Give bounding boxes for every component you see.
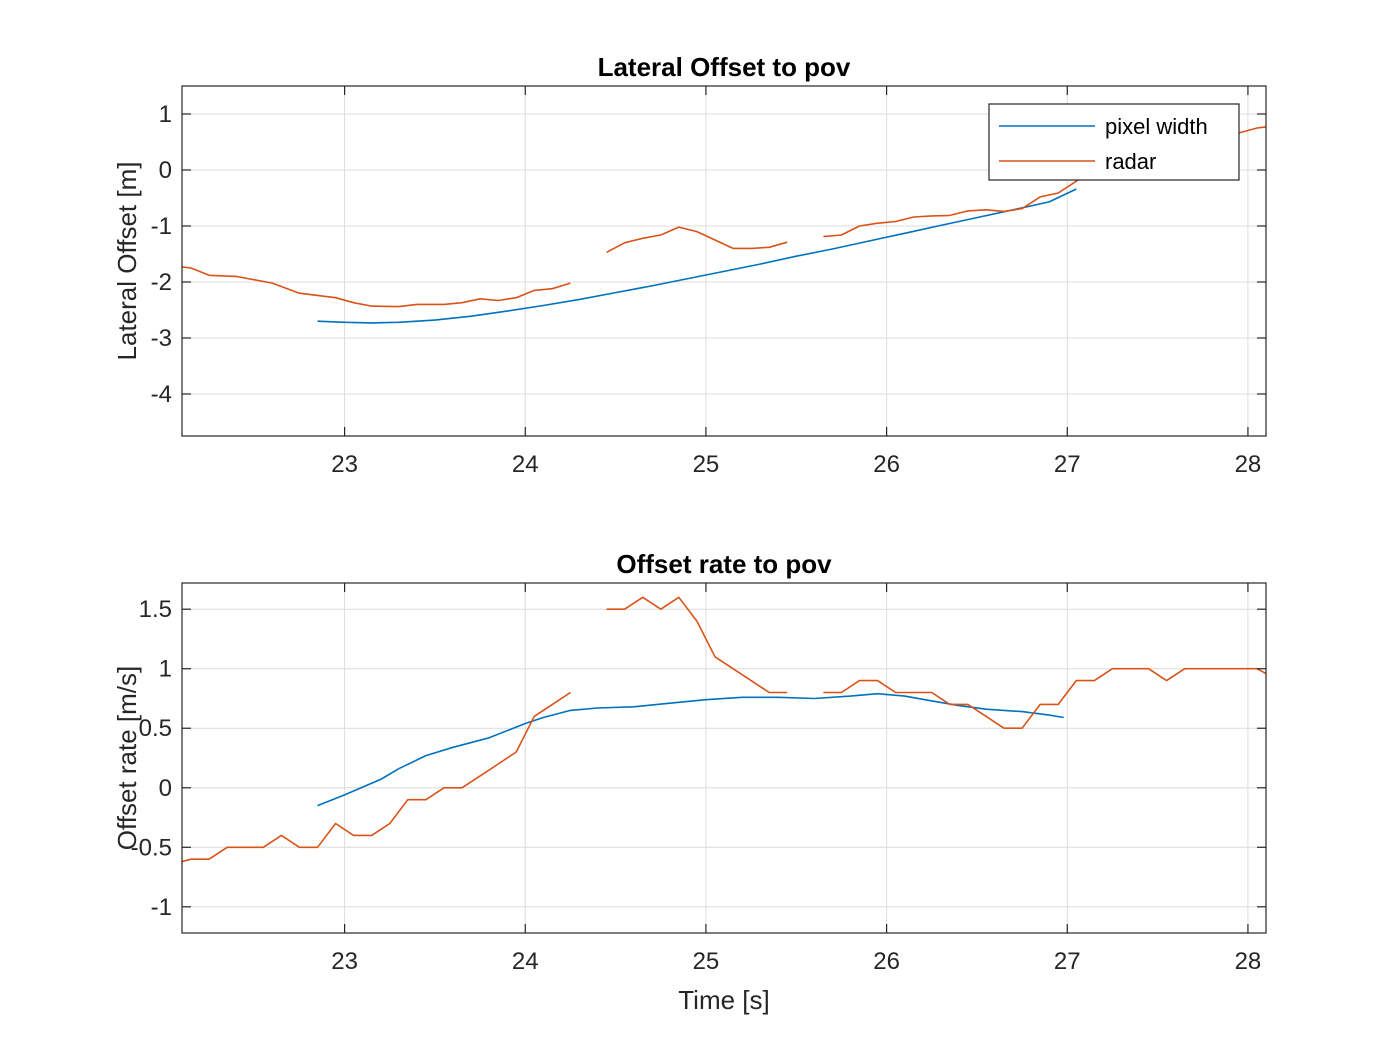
legend-label-radar: radar [1105, 149, 1156, 174]
bottom-y-tick-label: 1.5 [139, 596, 172, 623]
bottom-x-tick-label: 25 [693, 948, 720, 975]
bottom-radar-series-segment-3 [823, 667, 1266, 730]
bottom-radar-series-segment-2 [606, 596, 788, 694]
bottom-x-tick-label: 28 [1235, 948, 1262, 975]
top-chart-title: Lateral Offset to pov [598, 52, 851, 82]
top-axes-frame [181, 85, 1267, 437]
top-y-tick-label: -3 [151, 325, 172, 352]
bottom-x-tick-label: 24 [512, 948, 539, 975]
top-x-tick-label: 25 [693, 451, 720, 478]
bottom-x-tick-label: 23 [331, 948, 358, 975]
bottom-radar-series-segment-1 [182, 691, 571, 863]
bottom-x-tick-label: 27 [1054, 948, 1081, 975]
bottom-y-tick-label: 1 [159, 656, 172, 683]
top-y-tick-label: 1 [159, 101, 172, 128]
top-pixel-width-series-segment-1 [317, 188, 1077, 324]
top-axes: 23 24 25 26 27 28 -4 -3 -2 -1 0 1 Lateral Offset to … [112, 52, 1267, 478]
top-y-tick-label: 0 [159, 157, 172, 184]
top-radar-series-segment-1 [182, 266, 571, 308]
bottom-x-tick-label: 26 [873, 948, 900, 975]
top-y-tick-label: -1 [151, 213, 172, 240]
bottom-y-tick-label: 0 [159, 775, 172, 802]
legend: pixel width radar [988, 103, 1240, 181]
bottom-y-axis-label: Offset rate [m/s] [112, 666, 142, 850]
bottom-y-tick-label: -0.5 [131, 834, 172, 861]
top-x-tick-label: 28 [1235, 451, 1262, 478]
bottom-y-tick-label: 0.5 [139, 715, 172, 742]
top-radar-series-segment-2 [606, 226, 788, 254]
legend-label-pixel-width: pixel width [1105, 114, 1208, 139]
top-y-tick-label: -2 [151, 269, 172, 296]
top-x-tick-label: 24 [512, 451, 539, 478]
bottom-axes: 23 24 25 26 27 28 -1 -0.5 0 0.5 1 1.5 Offset rate to… [112, 549, 1267, 1015]
top-y-axis-label: Lateral Offset [m] [112, 162, 142, 361]
top-x-tick-label: 23 [331, 451, 358, 478]
bottom-x-axis-label: Time [s] [678, 985, 769, 1015]
top-x-tick-label: 27 [1054, 451, 1081, 478]
bottom-y-tick-label: -1 [151, 894, 172, 921]
bottom-axes-frame [181, 582, 1267, 934]
legend-box [988, 103, 1240, 181]
bottom-plot-area [182, 583, 1266, 933]
bottom-chart-title: Offset rate to pov [616, 549, 832, 579]
top-x-tick-label: 26 [873, 451, 900, 478]
top-y-tick-label: -4 [151, 381, 172, 408]
